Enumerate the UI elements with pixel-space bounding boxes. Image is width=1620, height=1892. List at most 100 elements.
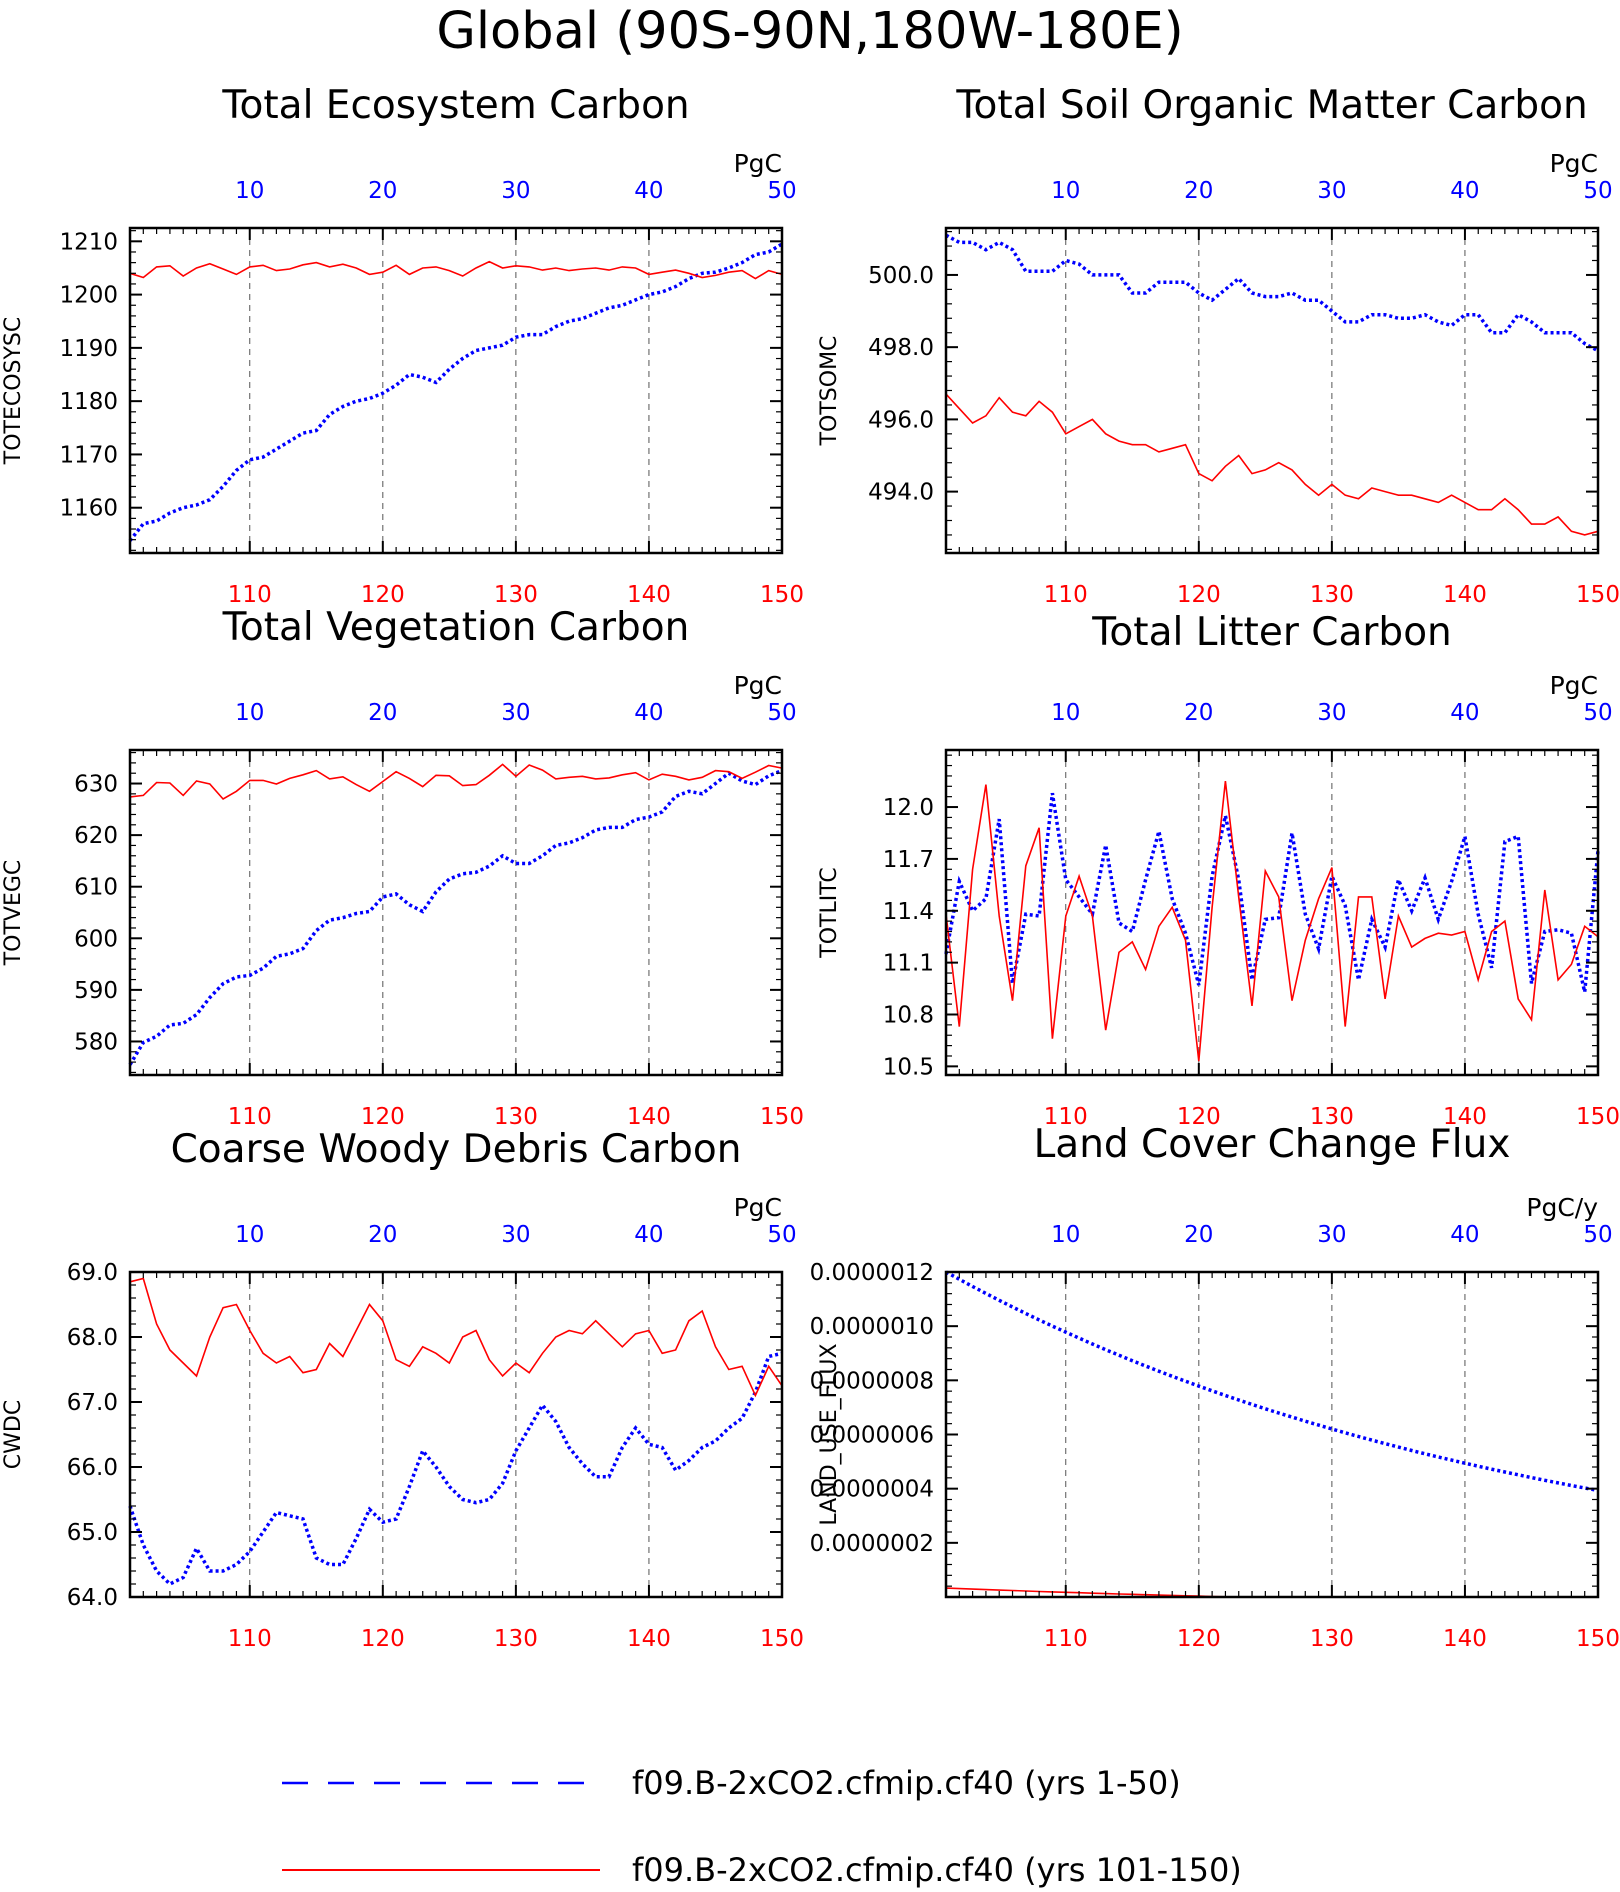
series-line-yrs-1-50 bbox=[128, 768, 783, 1066]
y-tick-label: 1170 bbox=[59, 442, 118, 468]
plot-frame bbox=[944, 748, 1600, 1077]
panel-coarse-woody-debris-carbon: Coarse Woody Debris Carbon PgC 110 120 130 14… bbox=[1, 1127, 804, 1652]
x-tick-label-top: 40 bbox=[634, 1222, 663, 1248]
y-axis-label: CWDC bbox=[1, 1400, 26, 1469]
x-tick-label-top: 20 bbox=[1184, 1222, 1213, 1248]
x-tick-label-top: 40 bbox=[634, 178, 663, 204]
unit-label: PgC bbox=[1550, 671, 1598, 700]
x-tick-label-top: 30 bbox=[1317, 1222, 1346, 1248]
x-tick-label-top: 20 bbox=[368, 178, 397, 204]
x-tick-label-bottom: 140 bbox=[1443, 582, 1487, 608]
panel-title: Total Vegetation Carbon bbox=[222, 605, 690, 650]
series-line-yrs-101-150 bbox=[945, 781, 1599, 1062]
x-tick-label-top: 10 bbox=[235, 1222, 264, 1248]
panel-title: Total Litter Carbon bbox=[1091, 610, 1452, 655]
series-line-yrs-101-150 bbox=[945, 1587, 1598, 1598]
series-line-yrs-101-150 bbox=[129, 1277, 783, 1398]
y-tick-label: 10.5 bbox=[883, 1054, 934, 1080]
panel-land-cover-change-flux: Land Cover Change Flux PgC/y 110 120 130 140 1… bbox=[810, 1122, 1620, 1652]
series-line-yrs-1-50 bbox=[944, 792, 1600, 993]
x-tick-label-bottom: 110 bbox=[228, 582, 272, 608]
x-tick-label-bottom: 110 bbox=[1044, 1104, 1088, 1130]
y-tick-label: 498.0 bbox=[868, 335, 934, 361]
x-tick-label-top: 20 bbox=[1184, 700, 1213, 726]
x-tick-label-top: 10 bbox=[1051, 1222, 1080, 1248]
x-tick-label-top: 10 bbox=[235, 700, 264, 726]
x-tick-label-top: 50 bbox=[767, 700, 796, 726]
y-tick-label: 0.0000006 bbox=[810, 1423, 934, 1449]
y-tick-label: 68.0 bbox=[67, 1325, 118, 1351]
y-tick-label: 67.0 bbox=[67, 1390, 118, 1416]
y-axis-label: TOTSOMC bbox=[817, 336, 842, 447]
y-tick-label: 1160 bbox=[59, 496, 118, 522]
x-tick-label-top: 50 bbox=[1583, 178, 1612, 204]
y-tick-label: 580 bbox=[74, 1029, 118, 1055]
x-tick-label-top: 20 bbox=[368, 700, 397, 726]
x-tick-label-top: 10 bbox=[235, 178, 264, 204]
x-tick-label-bottom: 130 bbox=[494, 582, 538, 608]
unit-label: PgC bbox=[734, 671, 782, 700]
x-tick-label-top: 30 bbox=[501, 700, 530, 726]
y-tick-label: 0.0000004 bbox=[810, 1477, 934, 1503]
x-tick-label-bottom: 150 bbox=[760, 1626, 804, 1652]
y-tick-label: 496.0 bbox=[868, 407, 934, 433]
unit-label: PgC bbox=[734, 149, 782, 178]
x-tick-label-bottom: 140 bbox=[1443, 1104, 1487, 1130]
y-tick-label: 11.4 bbox=[883, 899, 934, 925]
y-tick-label: 66.0 bbox=[67, 1455, 118, 1481]
y-tick-label: 12.0 bbox=[883, 795, 934, 821]
y-tick-label: 1180 bbox=[59, 389, 118, 415]
x-tick-label-bottom: 130 bbox=[1310, 1626, 1354, 1652]
y-tick-label: 64.0 bbox=[67, 1585, 118, 1611]
panel-title: Total Ecosystem Carbon bbox=[221, 83, 689, 128]
panels: Total Ecosystem Carbon PgC 110 120 130 140 150… bbox=[1, 83, 1620, 1652]
x-tick-label-bottom: 150 bbox=[760, 582, 804, 608]
series-line-yrs-1-50 bbox=[945, 233, 1599, 353]
series-line-yrs-1-50 bbox=[945, 1270, 1599, 1493]
x-tick-label-bottom: 140 bbox=[627, 582, 671, 608]
series-line-yrs-101-150 bbox=[945, 393, 1599, 536]
y-tick-label: 11.1 bbox=[883, 951, 934, 977]
y-axis-label: TOTECOSYSC bbox=[1, 317, 26, 466]
y-tick-label: 590 bbox=[74, 978, 118, 1004]
x-tick-label-top: 40 bbox=[634, 700, 663, 726]
y-tick-label: 0.0000008 bbox=[810, 1368, 934, 1394]
x-tick-label-bottom: 120 bbox=[361, 1626, 405, 1652]
plot-frame bbox=[128, 1270, 784, 1599]
x-tick-label-bottom: 120 bbox=[1177, 582, 1221, 608]
x-tick-label-top: 40 bbox=[1450, 700, 1479, 726]
y-tick-label: 0.0000012 bbox=[810, 1260, 934, 1286]
y-tick-label: 65.0 bbox=[67, 1520, 118, 1546]
x-tick-label-bottom: 120 bbox=[361, 582, 405, 608]
y-tick-label: 1190 bbox=[59, 336, 118, 362]
y-tick-label: 10.8 bbox=[883, 1002, 934, 1028]
y-tick-label: 0.0000002 bbox=[810, 1531, 934, 1557]
x-tick-label-bottom: 110 bbox=[1044, 1626, 1088, 1652]
x-tick-label-top: 50 bbox=[767, 1222, 796, 1248]
x-tick-label-top: 50 bbox=[1583, 700, 1612, 726]
y-axis-label: LAND_USE_FLUX bbox=[817, 1343, 842, 1525]
x-tick-label-bottom: 130 bbox=[494, 1626, 538, 1652]
y-tick-label: 1210 bbox=[59, 229, 118, 255]
x-tick-label-bottom: 120 bbox=[1177, 1104, 1221, 1130]
x-tick-label-bottom: 150 bbox=[1576, 1104, 1620, 1130]
x-tick-label-top: 40 bbox=[1450, 178, 1479, 204]
x-tick-label-top: 50 bbox=[1583, 1222, 1612, 1248]
panel-title: Coarse Woody Debris Carbon bbox=[171, 1127, 742, 1172]
x-tick-label-top: 30 bbox=[501, 178, 530, 204]
plot-frame bbox=[128, 226, 784, 555]
y-tick-label: 630 bbox=[74, 772, 118, 798]
series-line-yrs-101-150 bbox=[129, 763, 783, 801]
x-tick-label-bottom: 110 bbox=[1044, 582, 1088, 608]
x-tick-label-top: 30 bbox=[501, 1222, 530, 1248]
x-tick-label-top: 50 bbox=[767, 178, 796, 204]
x-tick-label-bottom: 110 bbox=[228, 1626, 272, 1652]
panel-total-vegetation-carbon: Total Vegetation Carbon PgC 110 120 130 140 15… bbox=[1, 605, 804, 1130]
y-tick-label: 610 bbox=[74, 875, 118, 901]
y-axis-label: TOTLITC bbox=[817, 867, 842, 958]
plot-frame bbox=[944, 226, 1600, 555]
x-tick-label-top: 40 bbox=[1450, 1222, 1479, 1248]
y-tick-label: 500.0 bbox=[868, 263, 934, 289]
legend-label-yrs-101-150: f09.B-2xCO2.cfmip.cf40 (yrs 101-150) bbox=[632, 1851, 1242, 1889]
